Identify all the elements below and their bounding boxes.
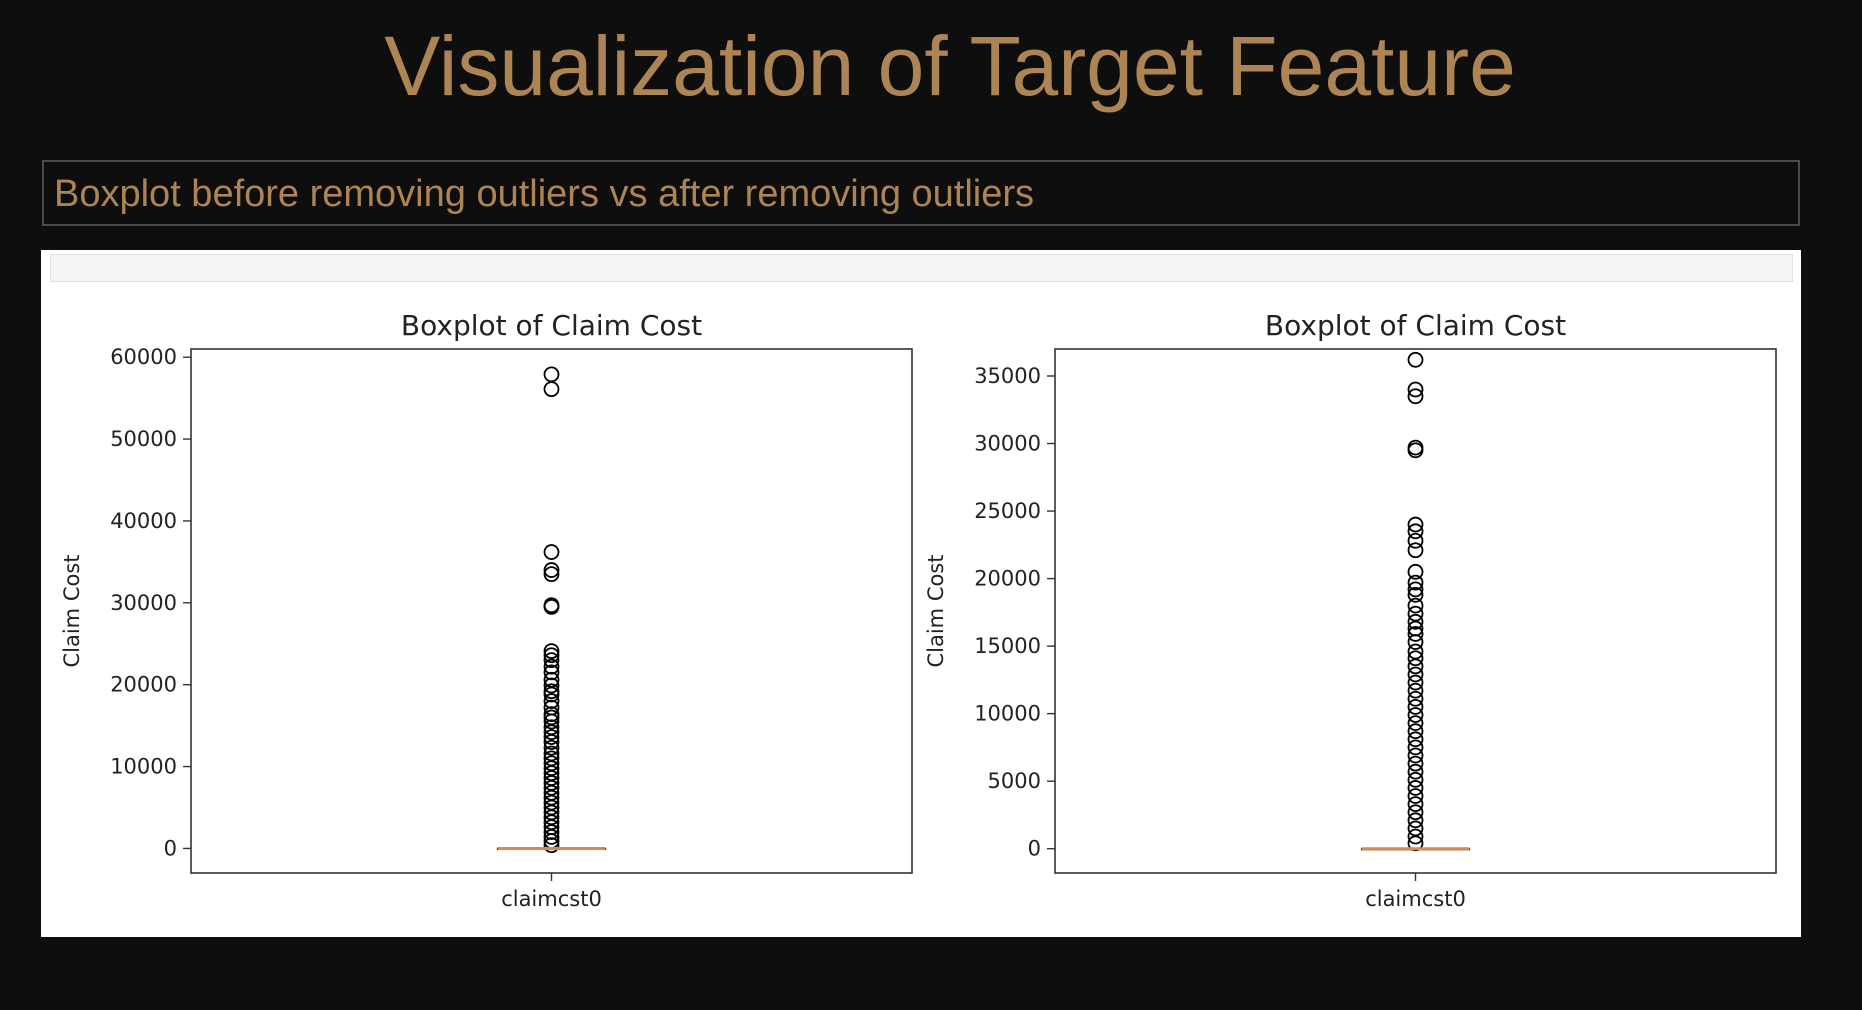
chart-2-outlier-point	[1407, 666, 1424, 683]
chart-2-outlier-point	[1407, 581, 1424, 598]
slide-title: Visualization of Target Feature	[384, 19, 1516, 113]
chart-1-ylabel: Claim Cost	[60, 554, 84, 667]
chart-2-outlier-point	[1407, 723, 1424, 740]
chart-1-ytick-label: 50000	[110, 427, 177, 451]
chart-1-ytick-label: 0	[164, 836, 177, 860]
figure-toolbar	[50, 254, 1793, 282]
chart-1-outlier-point	[543, 837, 560, 854]
chart-2-outlier-point	[1407, 771, 1424, 788]
chart-1-xtick-label: claimcst0	[501, 887, 602, 911]
chart-2-outlier-point	[1407, 690, 1424, 707]
chart-2-outlier-point	[1407, 698, 1424, 715]
chart-1-ytick-label: 60000	[110, 345, 177, 369]
chart-2-outlier-point	[1407, 731, 1424, 748]
subtitle-box: Boxplot before removing outliers vs afte…	[42, 160, 1800, 226]
chart-2-outlier-point	[1407, 388, 1424, 405]
chart-2-outlier-point	[1407, 747, 1424, 764]
chart-1-outlier-point	[543, 566, 560, 583]
chart-2-outlier-point	[1407, 804, 1424, 821]
chart-2-outlier-point	[1407, 523, 1424, 540]
chart-2-outlier-point	[1407, 597, 1424, 614]
chart-1-outlier-point	[543, 647, 560, 664]
chart-1-outlier-point	[543, 643, 560, 660]
chart-2-outlier-point	[1407, 820, 1424, 837]
chart-1-ytick-label: 30000	[110, 591, 177, 615]
chart-2-outlier-point	[1407, 516, 1424, 533]
chart-2-outlier-point	[1407, 586, 1424, 603]
chart-2-outlier-point	[1407, 563, 1424, 580]
chart-2-outlier-point	[1407, 755, 1424, 772]
chart-2-outlier-point	[1407, 613, 1424, 630]
chart-2-outlier-point	[1407, 542, 1424, 559]
figure-panel: Boxplot of Claim Cost 0 10000 20000 30000 400…	[41, 250, 1801, 937]
chart-2-outlier-point	[1407, 351, 1424, 368]
boxplot-figure: Boxplot of Claim Cost 0 10000 20000 30000 400…	[60, 309, 1777, 911]
chart-2-outlier-point	[1407, 381, 1424, 398]
chart-2-ylabel: Claim Cost	[924, 554, 948, 667]
chart-2-outlier-point	[1407, 780, 1424, 796]
chart-2-outlier-point	[1407, 650, 1424, 667]
chart-2-outlier-point	[1407, 812, 1424, 829]
chart-1-outlier-point	[543, 713, 560, 730]
chart-2-outlier-point	[1407, 574, 1424, 591]
chart-2-outlier-point	[1407, 626, 1424, 642]
chart-1-outlier-point	[543, 366, 560, 383]
chart-2-outlier-point	[1407, 796, 1424, 813]
chart-1-outlier-point	[543, 824, 560, 840]
chart-1-outlier-point	[543, 562, 560, 578]
chart-2-outlier-point	[1407, 788, 1424, 804]
chart-2-outlier-point	[1407, 658, 1424, 675]
chart-2-outlier-point	[1407, 634, 1424, 650]
chart-2-ytick-label: 0	[1028, 837, 1041, 861]
chart-2-ytick-label: 5000	[988, 769, 1041, 793]
chart-1-title: Boxplot of Claim Cost	[401, 309, 702, 342]
chart-1-outlier-point	[543, 829, 560, 845]
chart-1-outlier-point	[543, 381, 560, 398]
chart-1-ytick-label: 40000	[110, 509, 177, 533]
chart-2-ytick-label: 30000	[974, 432, 1041, 456]
chart-2-outlier-point	[1407, 763, 1424, 780]
chart-2-outlier-point	[1407, 715, 1424, 731]
chart-1-outlier-point	[543, 739, 560, 756]
chart-1-ytick-label: 10000	[110, 755, 177, 779]
chart-2-outlier-point	[1407, 739, 1424, 756]
chart-1-outlier-point	[543, 686, 560, 703]
chart-2-outlier-point	[1407, 674, 1424, 691]
chart-1-outlier-point	[543, 599, 560, 615]
chart-2-outlier-point	[1407, 442, 1424, 459]
chart-2-ytick-label: 10000	[974, 702, 1041, 726]
chart-2-ytick-label: 35000	[974, 364, 1041, 388]
chart-2-ytick-label: 25000	[974, 499, 1041, 523]
subtitle-text: Boxplot before removing outliers vs afte…	[54, 173, 1035, 215]
chart-1-outlier-point	[543, 677, 560, 694]
chart-1-outlier-point	[543, 652, 560, 669]
chart-1-outlier-point	[543, 544, 560, 560]
chart-2-outlier-point	[1407, 828, 1424, 845]
chart-2-ytick-label: 15000	[974, 634, 1041, 658]
chart-2-outlier-point	[1407, 707, 1424, 723]
chart-2-xtick-label: claimcst0	[1365, 887, 1466, 911]
chart-2-title: Boxplot of Claim Cost	[1265, 309, 1566, 342]
chart-2-outlier-point	[1407, 682, 1424, 699]
chart-1-ytick-label: 20000	[110, 673, 177, 697]
chart-1-outlier-point	[543, 734, 560, 750]
chart-1-outlier-point	[543, 724, 560, 741]
chart-2-outlier-point	[1407, 605, 1424, 622]
chart-2-outlier-point	[1407, 532, 1424, 549]
chart-1-outlier-point	[543, 729, 560, 745]
chart-2-ytick-label: 20000	[974, 567, 1041, 591]
